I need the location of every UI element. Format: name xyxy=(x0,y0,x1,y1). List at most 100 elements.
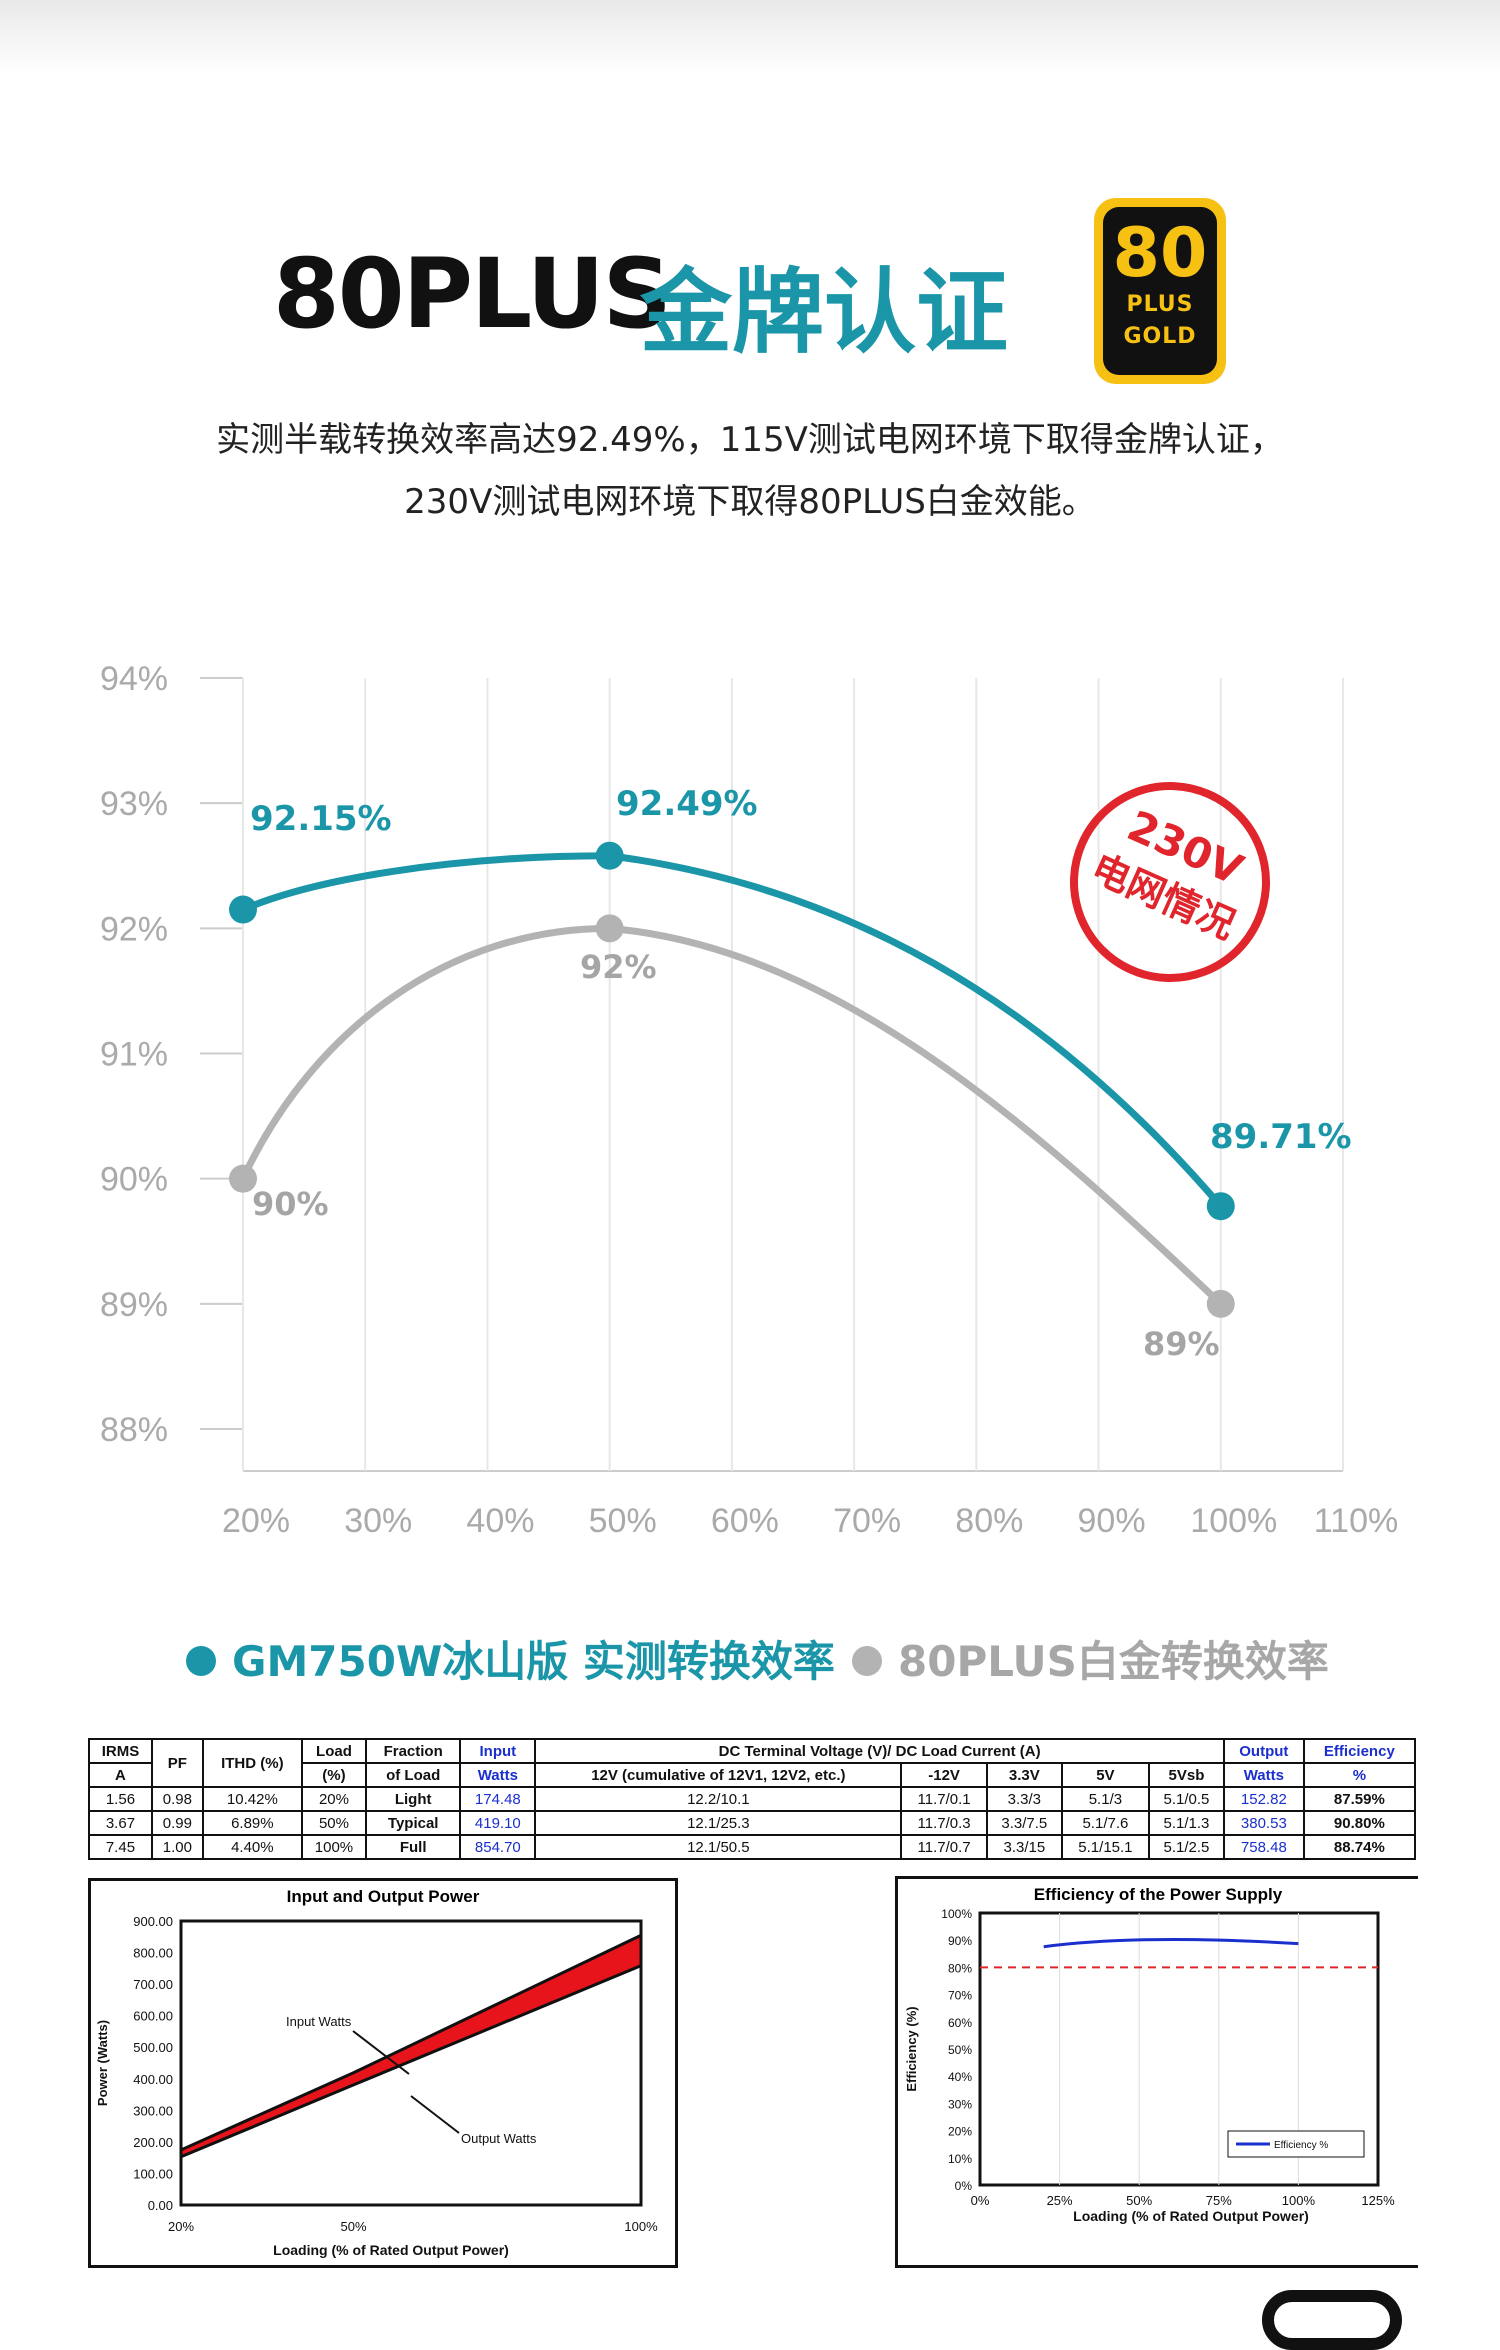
th-dc-terminal: DC Terminal Voltage (V)/ DC Load Current… xyxy=(534,1738,1225,1764)
series-line xyxy=(241,852,1224,1209)
table-cell: 5.1/1.3 xyxy=(1147,1810,1225,1836)
y-tick-label: 300.00 xyxy=(133,2103,173,2118)
table-cell: 11.7/0.7 xyxy=(900,1834,988,1860)
efficiency-line-chart: 94% 93% 92% 91% 90% 89% 88% 20% 30% 40% 50% 60% 70% 8… xyxy=(100,660,1398,1540)
th-fraction: Fraction xyxy=(365,1738,462,1764)
efficiency-of-power-supply-chart: 0% 25% 50% 75% 100% 125% 100% 90% 80% 70% 60% 50% 40… xyxy=(904,1907,1395,2224)
x-tick-label: 50% xyxy=(589,1502,657,1540)
data-point xyxy=(229,895,257,924)
th-5v: 5V xyxy=(1060,1762,1150,1788)
x-tick-label: 90% xyxy=(1078,1502,1146,1540)
y-tick-label: 92% xyxy=(100,910,168,948)
legend-label: Efficiency % xyxy=(1274,2140,1328,2151)
y-tick-label: 20% xyxy=(948,2125,972,2139)
test-data-table: IRMS PF ITHD (%) Load Fraction Input DC … xyxy=(88,1738,1417,1860)
table-cell: 174.48 xyxy=(459,1786,537,1812)
efficiency-line xyxy=(1043,1937,1299,1949)
subtitle-line-1: 实测半载转换效率高达92.49%，115V测试电网环境下取得金牌认证， xyxy=(216,420,1284,460)
data-point xyxy=(1206,1289,1235,1318)
legend-item-gm750w: GM750W冰山版 实测转换效率 xyxy=(186,1628,835,1689)
data-label: 92% xyxy=(580,948,657,986)
table-header-row: A (%) of Load Watts 12V (cumulative of 1… xyxy=(88,1762,1417,1788)
y-tick-label: 80% xyxy=(948,1961,972,1975)
x-tick-label: 20% xyxy=(222,1502,290,1540)
table-cell: 1.56 xyxy=(88,1786,153,1812)
table-cell: 4.40% xyxy=(201,1834,303,1860)
table-cell: 3.67 xyxy=(88,1810,153,1836)
input-watts-line xyxy=(180,1934,642,2151)
y-tick-label: 10% xyxy=(948,2152,972,2166)
annotation-label: Output Watts xyxy=(461,2131,537,2146)
title-highlight: 金牌认证 xyxy=(640,259,1009,366)
efficiency-chart-title: Efficiency of the Power Supply xyxy=(1033,1885,1283,1904)
table-cell: 12.2/10.1 xyxy=(534,1786,903,1812)
table-cell: Light xyxy=(365,1786,462,1812)
th-load: Load xyxy=(300,1738,368,1764)
y-tick-label: 70% xyxy=(948,1989,972,2003)
y-tick-label: 400.00 xyxy=(133,2072,173,2087)
legend-box xyxy=(1227,2130,1365,2158)
y-tick-label: 900.00 xyxy=(133,1914,173,1929)
annotation-arrow xyxy=(410,2095,460,2134)
x-tick-label: 100% xyxy=(624,2219,658,2234)
th-12v: 12V (cumulative of 12V1, 12V2, etc.) xyxy=(534,1762,903,1788)
data-point xyxy=(595,914,624,943)
y-tick-label: 0% xyxy=(955,2179,973,2193)
table-cell: 758.48 xyxy=(1222,1834,1305,1860)
gray-dot-icon xyxy=(852,1645,882,1676)
th-pf: PF xyxy=(150,1738,204,1788)
y-tick-label: 500.00 xyxy=(133,2040,173,2055)
y-tick-label: 800.00 xyxy=(133,1946,173,1961)
legend-item-80plus: 80PLUS白金转换效率 xyxy=(852,1628,1329,1689)
table-row: 1.56 0.98 10.42% 20% Light 174.48 12.2/10.1 11.… xyxy=(88,1786,1417,1812)
table-cell: 0.98 xyxy=(150,1786,204,1812)
x-tick-label: 30% xyxy=(344,1502,412,1540)
x-tick-label: 80% xyxy=(955,1502,1023,1540)
table-cell: 12.1/25.3 xyxy=(534,1810,903,1836)
th-output: Output xyxy=(1222,1738,1305,1764)
output-watts-line xyxy=(180,1964,642,2158)
y-tick-label: 89% xyxy=(100,1286,168,1324)
data-label: 92.15% xyxy=(250,799,392,839)
y-axis-label: Efficiency (%) xyxy=(904,2006,919,2091)
table-cell: 5.1/3 xyxy=(1060,1786,1150,1812)
data-label: 90% xyxy=(252,1185,329,1223)
data-point xyxy=(229,1164,257,1193)
table-cell: 3.3/3 xyxy=(985,1786,1063,1812)
table-cell: 10.42% xyxy=(201,1786,303,1812)
th-minus12v: -12V xyxy=(900,1762,988,1788)
y-tick-label: 90% xyxy=(948,1934,972,1948)
x-tick-label: 25% xyxy=(1047,2193,1073,2208)
table-cell: 854.70 xyxy=(459,1834,537,1860)
x-tick-label: 100% xyxy=(1282,2193,1316,2208)
data-point xyxy=(1206,1192,1235,1221)
table-cell: 6.89% xyxy=(201,1810,303,1836)
table-cell: 0.99 xyxy=(150,1810,204,1836)
table-cell: 50% xyxy=(300,1810,368,1836)
data-point xyxy=(595,841,624,870)
table-cell: 88.74% xyxy=(1302,1834,1417,1860)
x-tick-label: 70% xyxy=(833,1502,901,1540)
power-chart-title: Input and Output Power xyxy=(286,1887,480,1906)
table-cell: 12.1/50.5 xyxy=(534,1834,903,1860)
annotation-label: Input Watts xyxy=(286,2014,352,2029)
table-cell: 1.00 xyxy=(150,1834,204,1860)
table-row: 7.45 1.00 4.40% 100% Full 854.70 12.1/50.5 11.7… xyxy=(88,1834,1417,1860)
table-cell: 419.10 xyxy=(459,1810,537,1836)
y-axis-label: Power (Watts) xyxy=(95,2020,110,2106)
table-cell: 3.3/7.5 xyxy=(985,1810,1063,1836)
x-tick-label: 40% xyxy=(466,1502,534,1540)
th-irms: IRMS xyxy=(88,1738,153,1764)
top-bar xyxy=(0,0,1500,76)
th-efficiency: Efficiency xyxy=(1302,1738,1417,1764)
y-tick-label: 200.00 xyxy=(133,2135,173,2150)
th-5vsb: 5Vsb xyxy=(1147,1762,1225,1788)
annotation-arrow xyxy=(352,2030,410,2075)
th-input: Input xyxy=(459,1738,537,1764)
th-ithd: ITHD (%) xyxy=(201,1738,303,1788)
table-cell: 7.45 xyxy=(88,1834,153,1860)
bottom-logo-fragment-icon xyxy=(1262,2290,1402,2350)
plot-frame xyxy=(978,1911,1380,2187)
legend-label: 80PLUS白金转换效率 xyxy=(898,1637,1329,1686)
legend-label: GM750W冰山版 实测转换效率 xyxy=(232,1637,835,1686)
